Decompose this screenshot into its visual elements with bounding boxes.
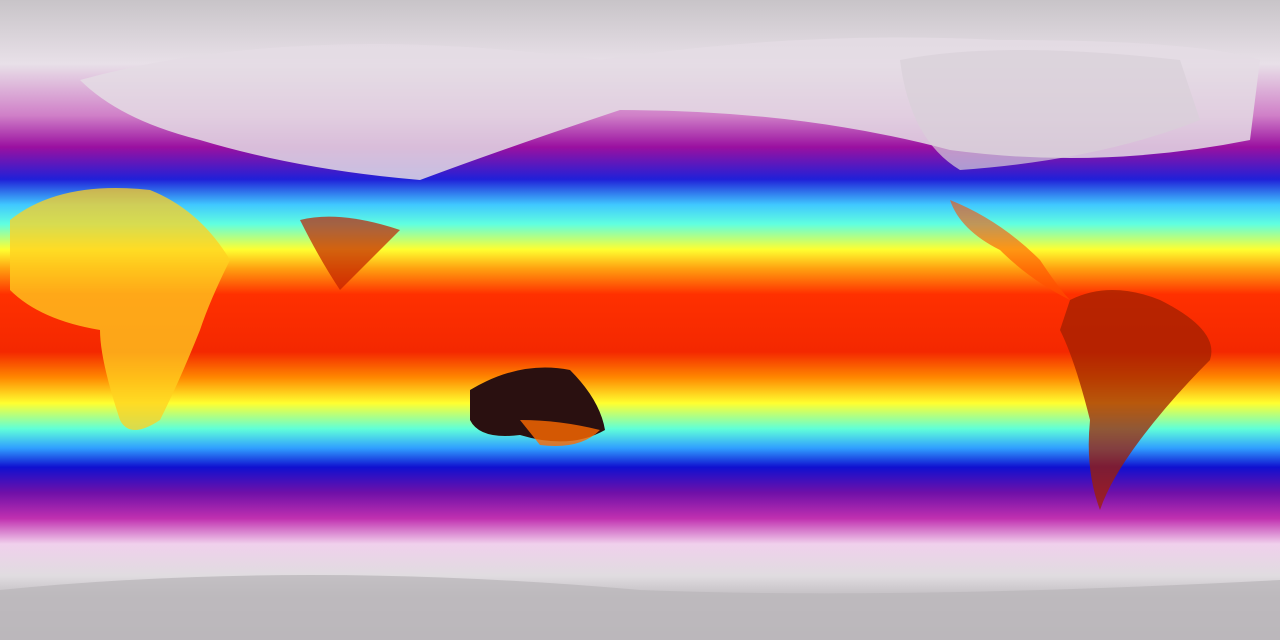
north-america-cold-region <box>900 50 1200 170</box>
africa-land <box>10 188 230 430</box>
australia-coast <box>520 420 600 446</box>
india-land <box>300 216 400 290</box>
australia-land <box>470 367 605 442</box>
south-america-land <box>1060 290 1212 510</box>
antarctica-ice <box>0 575 1280 640</box>
central-america-land <box>950 200 1070 300</box>
